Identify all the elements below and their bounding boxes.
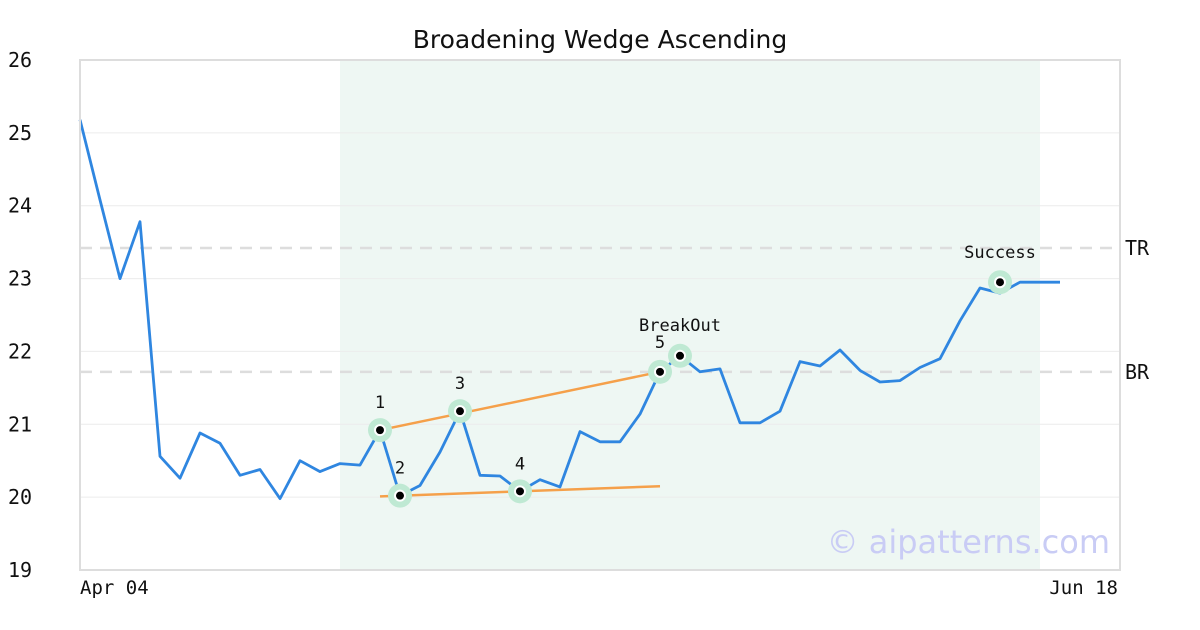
x-tick-label: Jun 18 bbox=[1049, 577, 1118, 599]
pattern-region bbox=[340, 60, 1040, 570]
point-marker bbox=[454, 405, 466, 418]
y-tick-label: 25 bbox=[8, 121, 32, 145]
chart-title: Broadening Wedge Ascending bbox=[413, 25, 788, 54]
y-tick-label: 26 bbox=[8, 48, 32, 72]
point-marker bbox=[674, 349, 686, 362]
y-tick-label: 20 bbox=[8, 485, 32, 509]
y-tick-label: 24 bbox=[8, 194, 32, 218]
x-tick-label: Apr 04 bbox=[80, 577, 149, 599]
price-series bbox=[78, 119, 1060, 501]
point-marker bbox=[994, 276, 1006, 289]
plot-frame bbox=[79, 59, 1121, 571]
y-axis-ticks: 19 20 21 22 23 24 25 26 bbox=[8, 48, 32, 582]
point-marker bbox=[394, 489, 406, 502]
point-label: 4 bbox=[515, 454, 525, 474]
point-marker bbox=[374, 424, 386, 437]
point-marker bbox=[514, 485, 526, 498]
y-tick-label: 22 bbox=[8, 339, 32, 363]
highlight-region-layer bbox=[340, 60, 1040, 570]
y-tick-label: 19 bbox=[8, 558, 32, 582]
gridlines bbox=[80, 132, 1120, 498]
watermark: © aipatterns.com bbox=[827, 523, 1110, 561]
y-tick-label: 23 bbox=[8, 267, 32, 291]
point-label: 2 bbox=[395, 459, 405, 479]
y-tick-label: 21 bbox=[8, 412, 32, 436]
reference-label-tr: TR bbox=[1125, 236, 1150, 260]
point-label: 5 bbox=[655, 333, 665, 353]
point-marker bbox=[654, 365, 666, 378]
point-label: Success bbox=[964, 243, 1036, 263]
point-label: BreakOut bbox=[639, 316, 721, 336]
point-label: 3 bbox=[455, 374, 465, 394]
x-axis-ticks: Apr 04 Jun 18 bbox=[80, 577, 1118, 599]
reference-levels: TR BR bbox=[80, 236, 1150, 384]
trend-line bbox=[379, 370, 661, 432]
point-label: 1 bbox=[375, 393, 385, 413]
price-line bbox=[78, 119, 1060, 501]
reference-label-br: BR bbox=[1125, 360, 1150, 384]
